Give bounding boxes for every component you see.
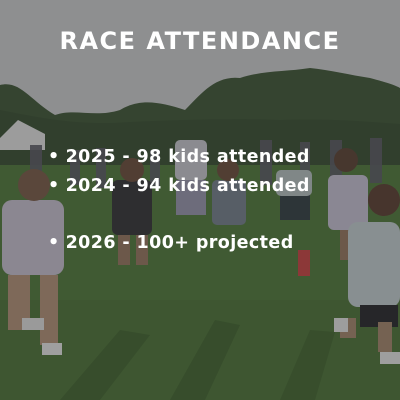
page-title: RACE ATTENDANCE: [59, 27, 341, 55]
attendance-text-2024: 2024 - 94 kids attended: [65, 176, 310, 196]
bullet-icon: •: [48, 176, 60, 196]
attendance-text-2025: 2025 - 98 kids attended: [65, 147, 310, 167]
list-item: • 2025 - 98 kids attended: [48, 147, 310, 167]
list-item: • 2024 - 94 kids attended: [48, 176, 310, 196]
list-item: • 2026 - 100+ projected: [48, 233, 294, 253]
bullet-icon: •: [48, 147, 60, 167]
attendance-text-2026: 2026 - 100+ projected: [65, 233, 294, 253]
bullet-icon: •: [48, 233, 60, 253]
